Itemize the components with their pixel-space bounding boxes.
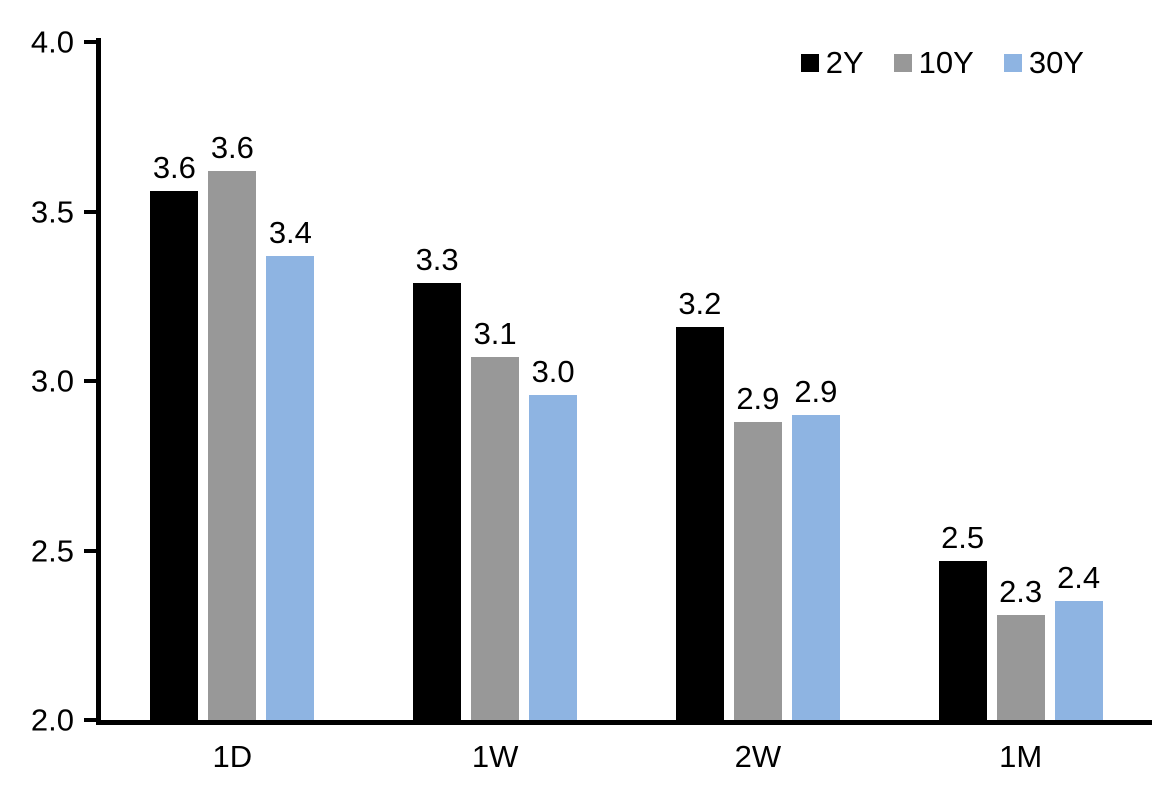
y-tick-label: 3.0: [30, 363, 74, 399]
legend-swatch-icon: [1003, 53, 1022, 72]
bar-2y-1m: 2.5: [938, 522, 987, 720]
bar-30y-1m: 2.4: [1054, 562, 1103, 720]
plot-area: 3.6 3.6 3.4 3.3 3.1 3.0 3.2 2.9 2.9 2.5 2.3 2.4: [101, 42, 1152, 720]
y-tick-mark: [84, 548, 96, 553]
x-axis: [96, 720, 1152, 725]
legend-label: 10Y: [918, 45, 974, 80]
bar-value-label: 3.2: [678, 286, 722, 321]
legend-label: 2Y: [825, 45, 864, 80]
bar-10y-2w: 2.9: [733, 383, 782, 720]
bar-value-label: 2.3: [999, 574, 1043, 609]
y-tick-mark: [84, 209, 96, 214]
y-tick-label: 3.5: [30, 194, 74, 229]
bar-30y-1w: 3.0: [529, 356, 578, 720]
bar-10y-1w: 3.1: [471, 318, 520, 720]
y-tick-label: 4.0: [30, 24, 74, 60]
bar-value-label: 3.6: [152, 150, 196, 185]
bar-group-1d: 3.6 3.6 3.4: [101, 42, 364, 720]
bar-group-1m: 2.5 2.3 2.4: [889, 42, 1152, 720]
bar-value-label: 3.6: [210, 130, 254, 165]
bar-value-label: 2.9: [794, 374, 838, 409]
y-tick-label: 2.5: [30, 533, 74, 568]
legend-swatch-icon: [800, 53, 819, 72]
y-tick-label: 2.0: [30, 702, 74, 738]
legend-swatch-icon: [893, 53, 912, 72]
legend-label: 30Y: [1028, 45, 1084, 80]
legend-item-30y: 30Y: [1003, 45, 1084, 80]
legend-item-2y: 2Y: [800, 45, 864, 80]
bar-value-label: 2.5: [941, 520, 985, 555]
bar-2y-2w: 3.2: [675, 288, 724, 720]
x-category-label-1d: 1D: [212, 739, 253, 774]
bar-30y-1d: 3.4: [266, 217, 315, 720]
bar-2y-1d: 3.6: [150, 152, 199, 720]
bar-value-label: 3.1: [473, 316, 517, 351]
y-tick-mark: [84, 40, 96, 44]
y-axis: [96, 38, 101, 725]
x-axis-labels: 1D 1W 2W 1M: [101, 739, 1152, 774]
bar-value-label: 2.9: [736, 381, 780, 416]
bar-10y-1d: 3.6: [208, 132, 257, 720]
bar-group-2w: 3.2 2.9 2.9: [627, 42, 890, 720]
y-tick-mark: [84, 718, 96, 722]
legend-item-10y: 10Y: [893, 45, 974, 80]
bar-30y-2w: 2.9: [791, 376, 840, 720]
bar-group-1w: 3.3 3.1 3.0: [364, 42, 627, 720]
x-category-label-1w: 1W: [471, 739, 519, 774]
bar-value-label: 3.4: [268, 215, 312, 250]
legend: 2Y 10Y 30Y: [800, 45, 1084, 80]
bar-value-label: 2.4: [1057, 560, 1101, 595]
x-category-label-1m: 1M: [999, 739, 1043, 774]
bar-value-label: 3.0: [531, 354, 575, 389]
bar-value-label: 3.3: [415, 242, 459, 277]
y-tick-mark: [84, 379, 96, 383]
bar-2y-1w: 3.3: [413, 244, 462, 720]
bar-10y-1m: 2.3: [996, 576, 1045, 720]
x-category-label-2w: 2W: [734, 739, 782, 774]
